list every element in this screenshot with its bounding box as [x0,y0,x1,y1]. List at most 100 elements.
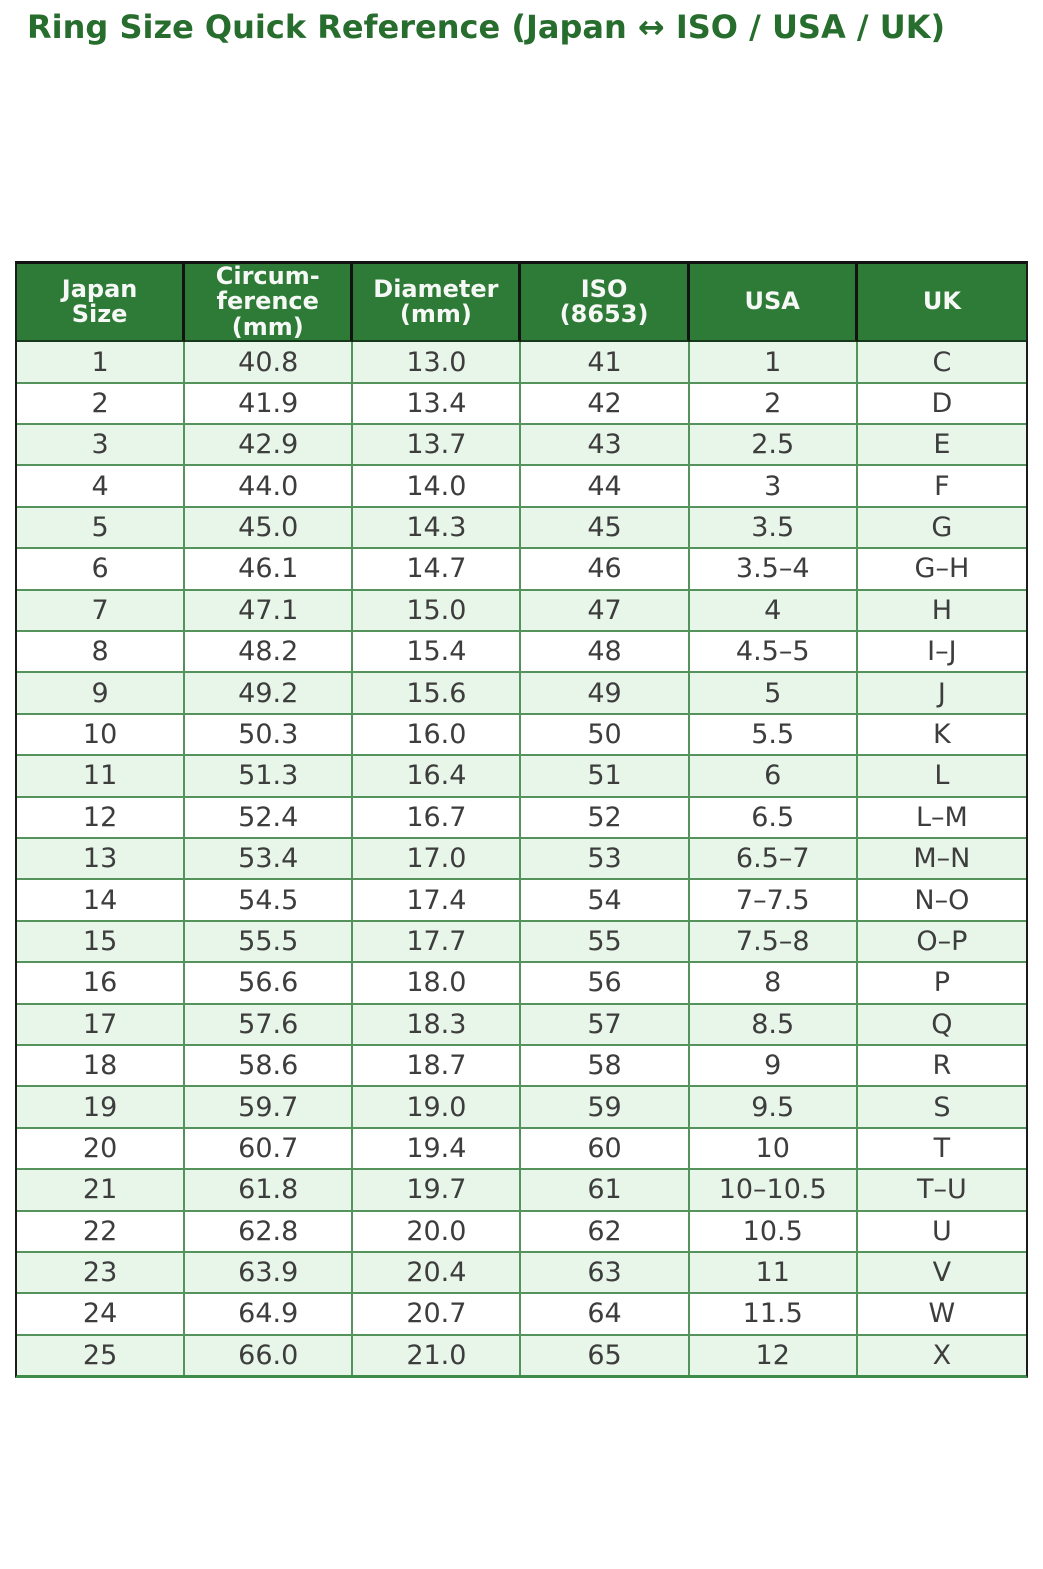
table-cell: 13.0 [353,342,522,384]
table-cell: 17 [17,1004,186,1046]
table-cell: 62 [521,1211,690,1253]
table-row: 25 66.0 21.0 65 12 X [17,1335,1026,1376]
table-cell: 7 [17,590,186,633]
table-cell: 12 [17,797,186,839]
table-cell: 13.7 [353,425,522,467]
table-cell: 54 [521,880,690,922]
table-cell: 43 [521,425,690,467]
table-cell: 14.7 [353,549,522,591]
table-cell: L [857,756,1026,798]
table-body: 1 40.8 13.0 41 1 C 2 41.9 13.4 42 2 D 3 42.9 13.7 43 2.5… [17,342,1026,1376]
table-cell: 10 [17,714,186,757]
table-cell: 64 [521,1294,690,1336]
table-cell: 4 [17,466,186,508]
table-cell: 61 [521,1170,690,1212]
table-cell: D [857,383,1026,426]
table-row: 19 59.7 19.0 59 9.5 S [17,1087,1026,1129]
table-cell: 18.0 [353,963,522,1005]
table-cell: 64.9 [185,1294,354,1336]
table-cell: 51 [521,756,690,798]
table-row: 21 61.8 19.7 61 10–10.5 T–U [17,1170,1026,1212]
table-row: 22 62.8 20.0 62 10.5 U [17,1211,1026,1253]
table-cell: L–M [857,797,1026,839]
table-cell: 17.0 [353,839,522,881]
table-cell: 44.0 [185,466,354,508]
table-cell: 41.9 [185,383,354,426]
table-cell: 53 [521,839,690,881]
table-cell: G [857,507,1026,550]
table-cell: U [857,1211,1026,1253]
column-header-diameter: Diameter (mm) [353,264,522,343]
table-cell: 20.7 [353,1294,522,1336]
table-row: 2 41.9 13.4 42 2 D [17,383,1026,426]
table-cell: Q [857,1004,1026,1046]
table-cell: 57 [521,1004,690,1046]
table-cell: 58 [521,1045,690,1088]
table-cell: 14.0 [353,466,522,508]
table-cell: 15 [17,921,186,964]
table-cell: 21 [17,1170,186,1212]
table-cell: 19.7 [353,1170,522,1212]
table-cell: 18 [17,1045,186,1088]
table-cell: 61.8 [185,1170,354,1212]
table-cell: 52 [521,797,690,839]
table-cell: W [857,1294,1026,1336]
column-header-uk: UK [857,264,1026,343]
table-cell: 58.6 [185,1045,354,1088]
table-row: 24 64.9 20.7 64 11.5 W [17,1294,1026,1336]
table-row: 14 54.5 17.4 54 7–7.5 N–O [17,880,1026,922]
table-cell: 2.5 [689,425,858,467]
column-header-circumference: Circum- ference (mm) [185,263,354,343]
table-cell: 48.2 [185,632,354,674]
table-cell: 10–10.5 [689,1170,858,1212]
table-row: 7 47.1 15.0 47 4 H [17,590,1026,633]
table-cell: O–P [857,921,1026,964]
table-cell: 1 [17,342,186,384]
table-row: 13 53.4 17.0 53 6.5–7 M–N [17,839,1026,881]
table-cell: 16.0 [353,714,522,757]
table-cell: 2 [689,383,858,426]
table-cell: 20 [17,1128,186,1171]
table-cell: 19.4 [353,1128,522,1171]
table-cell: X [857,1335,1026,1376]
table-cell: 18.7 [353,1045,522,1088]
table-cell: 59.7 [185,1087,354,1129]
table-cell: 22 [17,1211,186,1253]
table-cell: 21.0 [353,1335,522,1376]
table-row: 16 56.6 18.0 56 8 P [17,963,1026,1005]
table-cell: 23 [17,1252,186,1295]
table-cell: 11 [689,1252,858,1295]
table-cell: 48 [521,632,690,674]
column-header-usa: USA [689,264,858,343]
table-row: 17 57.6 18.3 57 8.5 Q [17,1004,1026,1046]
table-cell: 54.5 [185,880,354,922]
table-cell: 45.0 [185,507,354,550]
table-cell: 5.5 [689,714,858,757]
table-cell: 13.4 [353,383,522,426]
table-cell: 6.5–7 [689,839,858,881]
table-cell: 50 [521,714,690,757]
table-cell: 62.8 [185,1211,354,1253]
table-cell: 14 [17,880,186,922]
table-cell: 53.4 [185,839,354,881]
table-cell: 3 [689,466,858,508]
table-cell: 51.3 [185,756,354,798]
table-row: 6 46.1 14.7 46 3.5–4 G–H [17,549,1026,591]
table-cell: I–J [857,632,1026,674]
table-cell: 4 [689,590,858,633]
table-cell: C [857,342,1026,384]
table-cell: 1 [689,342,858,384]
table-cell: 46 [521,549,690,591]
table-cell: 6.5 [689,797,858,839]
table-cell: 16.4 [353,756,522,798]
table-cell: 56 [521,963,690,1005]
table-cell: 20.0 [353,1211,522,1253]
column-header-japan-size: Japan Size [17,264,186,343]
table-cell: 50.3 [185,714,354,757]
table-cell: 15.4 [353,632,522,674]
table-cell: 55.5 [185,921,354,964]
table-cell: 4.5–5 [689,632,858,674]
table-cell: 7–7.5 [689,880,858,922]
table-cell: V [857,1252,1026,1295]
table-cell: 40.8 [185,342,354,384]
